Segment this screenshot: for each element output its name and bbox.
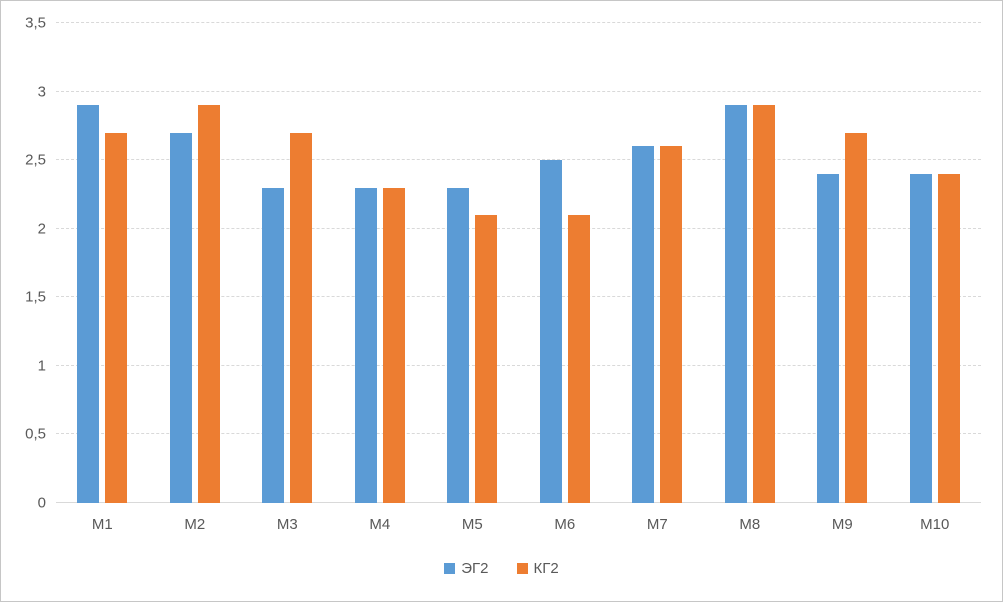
- x-tick-label: М6: [554, 516, 576, 533]
- gridline: [56, 227, 981, 229]
- gridline: [56, 296, 981, 298]
- bar-КГ2: [105, 132, 128, 503]
- bar-group: [704, 23, 797, 503]
- bar-ЭГ2: [169, 132, 192, 503]
- y-tick-label: 2,5: [25, 151, 46, 169]
- bar-КГ2: [567, 215, 590, 503]
- x-axis-line: [56, 502, 981, 503]
- gridline: [56, 22, 981, 23]
- x-tick-label: М4: [369, 516, 391, 533]
- bar-ЭГ2: [724, 105, 747, 503]
- gridline: [56, 90, 981, 92]
- plot-area: [56, 22, 981, 503]
- legend: ЭГ2 КГ2: [0, 560, 1003, 577]
- y-tick-label: 0: [37, 494, 46, 512]
- bar-КГ2: [475, 215, 498, 503]
- bar-ЭГ2: [817, 173, 840, 503]
- y-axis-labels: 0 0,5 1 1,5 2 2,5 3 3,5: [0, 16, 46, 511]
- bar-ЭГ2: [77, 105, 100, 503]
- bar-group: [611, 23, 704, 503]
- bar-КГ2: [382, 187, 405, 503]
- gridline: [56, 364, 981, 366]
- y-tick-label: 2: [37, 220, 46, 238]
- bar-ЭГ2: [447, 187, 470, 503]
- bar-group: [241, 23, 334, 503]
- bar-ЭГ2: [909, 173, 932, 503]
- bar-КГ2: [197, 105, 220, 503]
- bar-КГ2: [845, 132, 868, 503]
- x-tick-label: М8: [739, 516, 761, 533]
- y-tick-label: 3,5: [25, 14, 46, 32]
- bar-groups: [56, 23, 981, 503]
- x-tick-label: М9: [831, 516, 853, 533]
- bar-group: [426, 23, 519, 503]
- y-tick-label: 3: [37, 83, 46, 101]
- bar-group: [519, 23, 612, 503]
- legend-item-КГ2: КГ2: [516, 560, 559, 577]
- bar-ЭГ2: [354, 187, 377, 503]
- bar-group: [334, 23, 427, 503]
- y-tick-label: 0,5: [25, 425, 46, 443]
- bar-КГ2: [937, 173, 960, 503]
- x-tick-label: М7: [646, 516, 668, 533]
- bar-group: [889, 23, 982, 503]
- legend-swatch: [516, 563, 528, 574]
- x-tick-label: М3: [276, 516, 298, 533]
- bar-КГ2: [752, 105, 775, 503]
- legend-label: ЭГ2: [461, 560, 489, 577]
- y-tick-label: 1,5: [25, 288, 46, 306]
- bar-ЭГ2: [262, 187, 285, 503]
- x-tick-label: М5: [461, 516, 483, 533]
- bar-ЭГ2: [632, 146, 655, 503]
- bar-ЭГ2: [539, 160, 562, 503]
- bar-КГ2: [290, 132, 313, 503]
- gridline: [56, 159, 981, 161]
- legend-swatch: [444, 563, 456, 574]
- bar-group: [149, 23, 242, 503]
- gridlines: [56, 22, 981, 503]
- x-tick-label: М2: [184, 516, 206, 533]
- legend-label: КГ2: [533, 560, 559, 577]
- legend-item-ЭГ2: ЭГ2: [444, 560, 489, 577]
- x-axis-labels: М1 М2 М3 М4 М5 М6 М7 М8 М9 М10: [56, 516, 981, 534]
- bar-group: [56, 23, 149, 503]
- x-tick-label: М1: [91, 516, 113, 533]
- bar-КГ2: [660, 146, 683, 503]
- x-tick-label: М10: [920, 516, 950, 533]
- y-tick-label: 1: [37, 357, 46, 375]
- bar-group: [796, 23, 889, 503]
- gridline: [56, 433, 981, 435]
